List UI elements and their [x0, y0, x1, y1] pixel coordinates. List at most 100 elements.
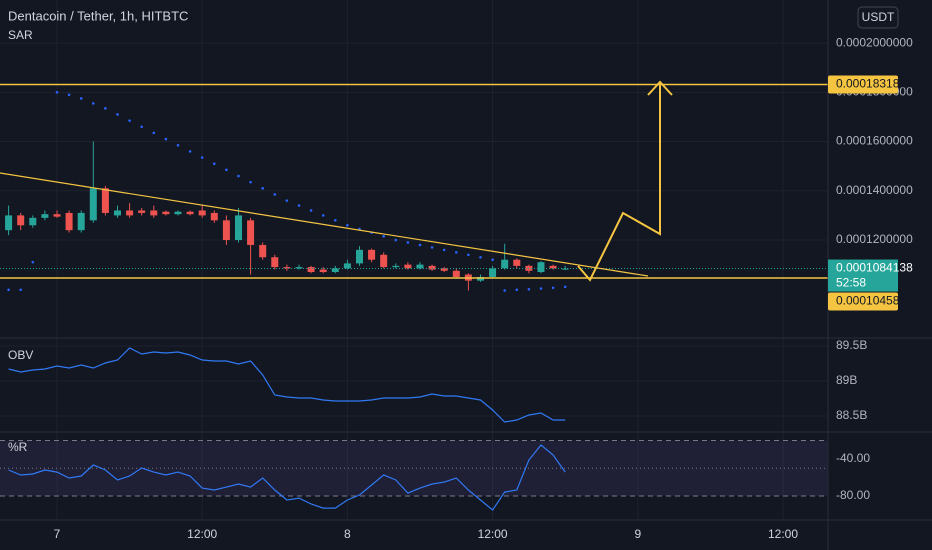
- candle-body: [5, 215, 13, 231]
- candle-body: [247, 220, 255, 245]
- candle-body: [331, 268, 339, 273]
- x-tick-label: 9: [634, 527, 641, 541]
- sar-dot: [563, 285, 567, 289]
- countdown-label: 52:58: [836, 276, 866, 290]
- sar-dot: [7, 288, 10, 292]
- price-level-box: [828, 292, 898, 311]
- trend-line: [0, 172, 649, 277]
- sar-dot: [79, 97, 83, 100]
- candle-body: [404, 264, 412, 269]
- y-tick-label: 0.0002000000: [836, 35, 913, 49]
- sar-dot: [237, 174, 240, 178]
- y-tick-label: 89B: [836, 373, 857, 387]
- projection-arrow: [577, 83, 661, 282]
- candle-body: [271, 257, 279, 268]
- sar-dot: [430, 246, 434, 249]
- sar-dot: [67, 93, 71, 97]
- last-price-label: 0.0001084138: [836, 261, 913, 275]
- candle-body: [162, 211, 170, 215]
- pane-title: %R: [8, 440, 28, 454]
- sar-dot: [491, 258, 494, 262]
- currency-label[interactable]: USDT: [862, 10, 895, 24]
- y-tick-label: 89.5B: [836, 338, 867, 352]
- sar-dot: [467, 253, 470, 257]
- sar-dot: [249, 180, 252, 184]
- pane-title: OBV: [8, 348, 33, 362]
- y-tick-label: -40.00: [836, 451, 870, 465]
- candle-body: [561, 268, 569, 270]
- candle-body: [476, 276, 484, 281]
- sar-dot: [176, 143, 180, 147]
- candle-body: [343, 263, 351, 269]
- sar-dot: [152, 131, 156, 135]
- candle-body: [428, 265, 436, 270]
- currency-button[interactable]: [857, 6, 899, 29]
- sar-dot: [31, 260, 35, 264]
- candle-body: [65, 212, 73, 231]
- sar-dot: [285, 199, 289, 202]
- drawings: [0, 80, 673, 282]
- candle-body: [513, 259, 521, 266]
- sar-dot: [297, 204, 301, 207]
- sar-dot: [164, 137, 168, 141]
- sar-dot: [200, 156, 204, 159]
- candle-body: [501, 259, 509, 269]
- arrow-head: [647, 80, 673, 96]
- indicator-line: [8, 444, 566, 511]
- candle-body: [222, 220, 230, 241]
- sar-dot: [309, 209, 313, 212]
- candle-body: [89, 188, 97, 221]
- candle-body: [440, 268, 448, 271]
- candle-body: [17, 215, 25, 226]
- x-tick-label: 7: [54, 527, 61, 541]
- candle-body: [174, 211, 182, 215]
- sar-dot: [406, 241, 410, 244]
- sar-dot: [104, 107, 107, 110]
- last-price-box: [828, 259, 898, 292]
- candle-body: [537, 262, 545, 273]
- y-tick-label: 88.5B: [836, 408, 867, 422]
- price-level-label: 0.0001831839: [836, 77, 913, 91]
- chart-title: Dentacoin / Tether, 1h, HITBTC: [8, 8, 188, 23]
- x-tick-label: 12:00: [768, 527, 798, 541]
- sar-dot: [128, 119, 131, 122]
- sar-dot: [442, 248, 446, 252]
- sar-dot: [91, 102, 95, 105]
- sar-dot: [454, 251, 458, 254]
- sar-dot: [479, 255, 482, 259]
- candle-body: [392, 265, 400, 268]
- y-tick-label: -80.00: [836, 488, 870, 502]
- sar-dot: [503, 289, 506, 292]
- sar-dot: [539, 287, 543, 290]
- candle-body: [29, 217, 37, 226]
- candle-body: [319, 269, 327, 273]
- candle-body: [210, 212, 218, 221]
- candle-body: [186, 211, 194, 215]
- candle-body: [283, 267, 291, 269]
- y-tick-label: 0.0001600000: [836, 134, 913, 148]
- sar-dot: [140, 125, 143, 129]
- candle-body: [77, 212, 85, 231]
- candle-body: [416, 264, 424, 269]
- candle-body: [380, 254, 388, 268]
- sar-dot: [55, 91, 59, 94]
- sar-dot: [527, 287, 531, 291]
- indicator-line: [8, 347, 566, 423]
- sar-dot: [382, 235, 385, 238]
- candle-body: [113, 210, 121, 216]
- sar-dot: [515, 288, 519, 292]
- sar-dot: [394, 238, 398, 242]
- sar-dot: [273, 193, 277, 196]
- candle-body: [198, 210, 206, 216]
- sar-dot: [333, 219, 337, 222]
- candle-body: [150, 210, 158, 216]
- candle-body: [53, 214, 61, 217]
- sar-dot: [225, 168, 228, 172]
- sar-dot: [188, 150, 192, 153]
- candle-body: [234, 215, 242, 241]
- y-tick-label: 0.0001200000: [836, 232, 913, 246]
- price-level-label: 0.0001045823: [836, 294, 913, 308]
- candle-body: [41, 214, 49, 218]
- sar-dot: [261, 187, 264, 190]
